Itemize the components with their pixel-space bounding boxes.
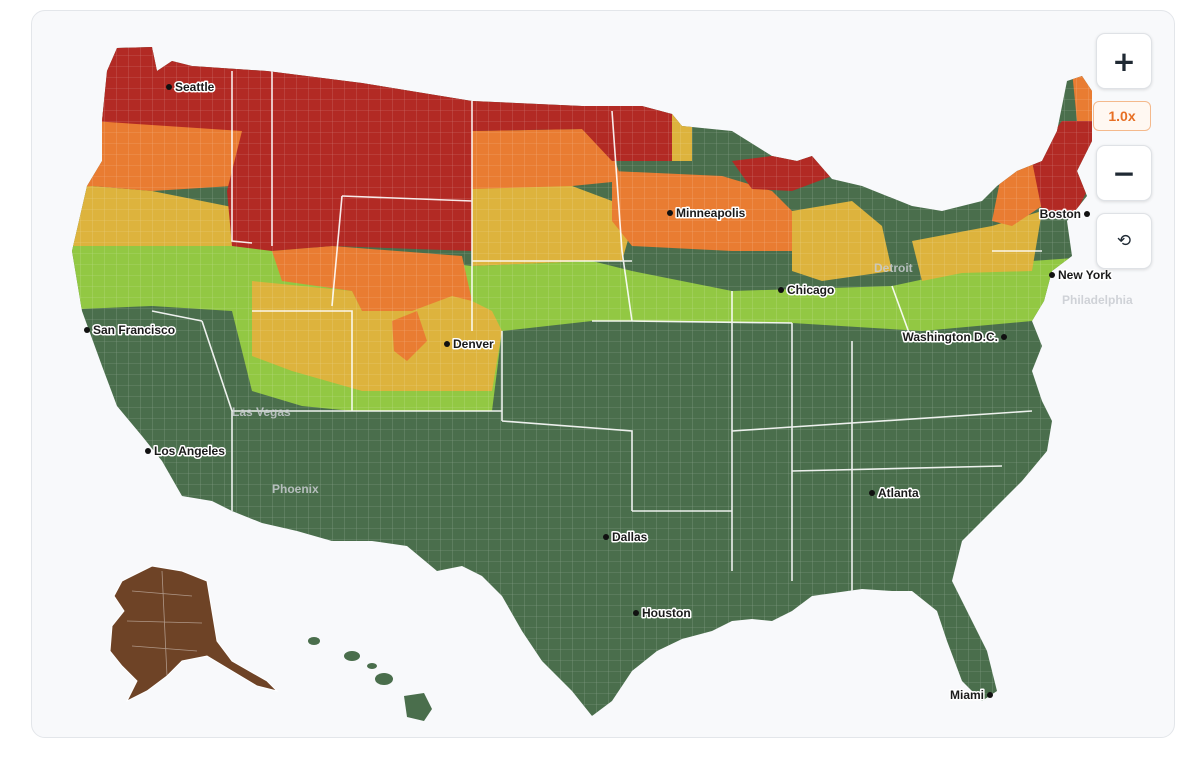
city-marker-washington-dc[interactable]: Washington D.C.	[901, 329, 1007, 346]
svg-text:Dallas: Dallas	[612, 530, 648, 544]
city-marker-seattle[interactable]: Seattle	[166, 79, 216, 96]
us-foliage-map[interactable]: Detroit Philadelphia Las Vegas Phoenix S…	[32, 11, 1174, 737]
city-marker-boston[interactable]: Boston	[1038, 206, 1090, 223]
faded-label-detroit: Detroit	[874, 261, 913, 275]
svg-text:Boston: Boston	[1040, 207, 1081, 221]
svg-text:Denver: Denver	[453, 337, 494, 351]
faded-label-philadelphia: Philadelphia	[1062, 293, 1133, 307]
city-marker-atlanta[interactable]: Atlanta	[869, 485, 920, 502]
city-marker-los-angeles[interactable]: Los Angeles	[145, 443, 227, 460]
svg-text:Los Angeles: Los Angeles	[154, 444, 225, 458]
zoom-out-button[interactable]: −	[1096, 145, 1152, 201]
faded-label-phoenix: Phoenix	[272, 482, 319, 496]
city-marker-dallas[interactable]: Dallas	[603, 529, 649, 546]
alaska-region	[109, 565, 279, 703]
city-marker-miami[interactable]: Miami	[948, 687, 993, 704]
map-container[interactable]: Detroit Philadelphia Las Vegas Phoenix S…	[31, 10, 1175, 738]
svg-text:Washington D.C.: Washington D.C.	[902, 330, 998, 344]
city-marker-new-york[interactable]: New York	[1049, 267, 1113, 284]
svg-text:San Francisco: San Francisco	[93, 323, 175, 337]
zoom-level-badge: 1.0x	[1093, 101, 1151, 131]
svg-text:Houston: Houston	[642, 606, 691, 620]
svg-text:Minneapolis: Minneapolis	[676, 206, 746, 220]
svg-text:Seattle: Seattle	[175, 80, 215, 94]
city-marker-chicago[interactable]: Chicago	[778, 282, 836, 299]
reset-icon: ⟲	[1116, 231, 1132, 251]
city-marker-minneapolis[interactable]: Minneapolis	[667, 205, 747, 222]
svg-text:New York: New York	[1058, 268, 1112, 282]
zoom-in-button[interactable]: +	[1096, 33, 1152, 89]
svg-text:Chicago: Chicago	[787, 283, 834, 297]
city-marker-san-francisco[interactable]: San Francisco	[84, 322, 177, 339]
reset-view-button[interactable]: ⟲	[1096, 213, 1152, 269]
city-marker-denver[interactable]: Denver	[444, 336, 496, 353]
svg-text:Miami: Miami	[950, 688, 984, 702]
city-marker-houston[interactable]: Houston	[633, 605, 692, 622]
svg-text:Atlanta: Atlanta	[878, 486, 919, 500]
hawaii-islands	[308, 637, 432, 721]
faded-label-las-vegas: Las Vegas	[232, 405, 291, 419]
